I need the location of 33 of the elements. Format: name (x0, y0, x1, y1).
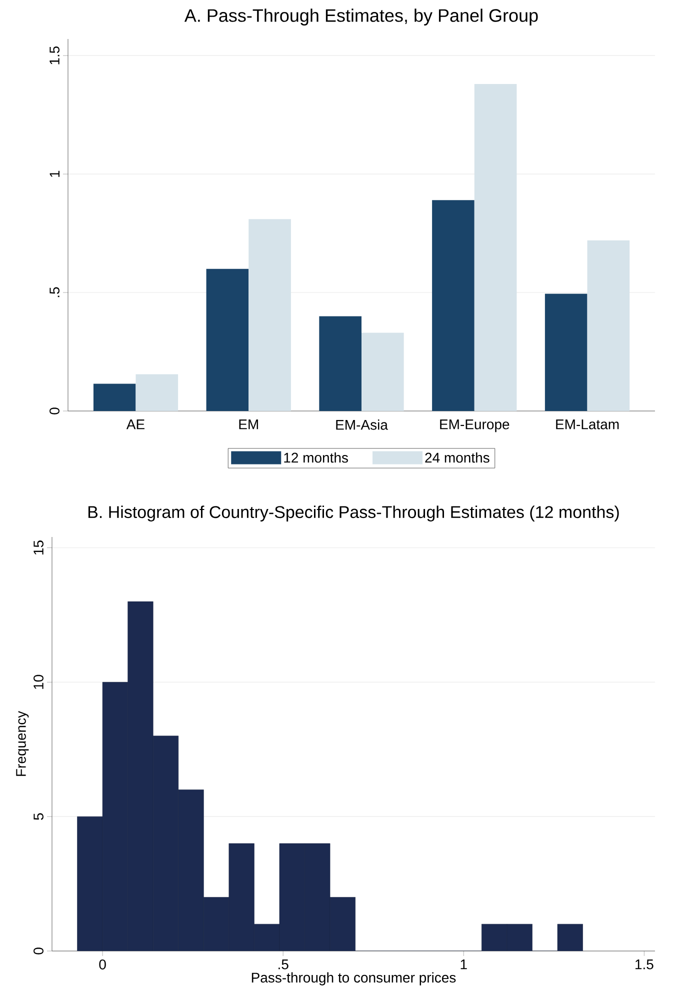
x-tick-label: EM (239, 420, 258, 430)
x-tick-label: EM-Europe (440, 420, 510, 432)
chart-title: A. Pass-Through Estimates, by Panel Group (184, 8, 538, 26)
y-tick-label: 1 (50, 170, 60, 177)
y-tick-label: 5 (34, 813, 44, 820)
x-tick-label: EM-Latam (556, 420, 619, 430)
bar (319, 316, 362, 411)
bar (474, 84, 517, 411)
bar (544, 294, 588, 411)
bar (362, 332, 404, 411)
x-tick-label: .5 (278, 960, 288, 970)
x-tick-label: 1.5 (636, 960, 654, 970)
y-tick-label: 1.5 (50, 46, 60, 64)
legend-label: 24 months (425, 452, 490, 463)
bar (248, 219, 291, 411)
legend-label: 12 months (284, 452, 348, 463)
y-tick-label: 0 (34, 948, 44, 954)
y-tick-label: 15 (34, 540, 44, 554)
x-tick-label: EM-Asia (336, 420, 388, 430)
bar (93, 384, 136, 411)
x-tick-label: 1 (460, 960, 467, 970)
chart-title: B. Histogram of Country-Specific Pass-Through Estimates (12 months) (88, 506, 619, 522)
bar (432, 200, 474, 411)
bar (136, 374, 178, 411)
bar (587, 240, 630, 411)
y-axis-title: Frequency (16, 710, 29, 776)
y-tick-label: 0 (50, 408, 60, 414)
x-axis-title: Pass-through to consumer prices (252, 972, 456, 986)
y-tick-label: 10 (34, 674, 44, 689)
x-tick-label: 0 (99, 960, 106, 970)
y-tick-label: .5 (50, 287, 60, 298)
x-tick-label: AE (126, 420, 144, 430)
bar (206, 268, 249, 411)
